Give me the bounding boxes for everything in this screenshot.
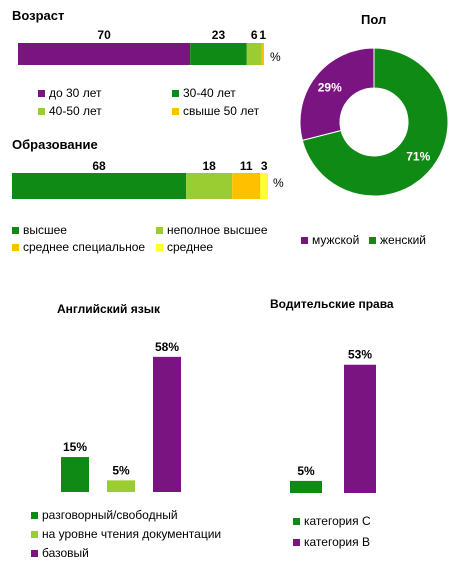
stacked-segment (190, 43, 247, 65)
legend-age-under30: до 30 лет (38, 86, 101, 100)
legend-edu-higher: высшее (12, 223, 67, 237)
education-unit-label: % (273, 176, 284, 190)
legend-age-40-50: 40-50 лет (38, 104, 102, 118)
stacked-segment (186, 173, 233, 199)
bar (290, 480, 322, 493)
legend-swatch (156, 226, 163, 234)
license-chart-title: Водительские права (270, 297, 394, 311)
stacked-segment (12, 173, 187, 199)
segment-value-label: 1 (259, 28, 266, 42)
education-chart-title: Образование (12, 137, 98, 152)
english-chart-title: Английский язык (57, 302, 160, 316)
legend-eng-basic: базовый (31, 546, 89, 560)
legend-eng-fluent: разговорный/свободный (31, 508, 178, 522)
legend-swatch (12, 243, 19, 251)
legend-edu-incomplete-higher: неполное высшее (156, 223, 268, 237)
stacked-segment (246, 43, 262, 65)
doughnut-slice (299, 47, 375, 142)
legend-swatch (38, 89, 45, 97)
legend-swatch (369, 236, 376, 244)
age-stacked-bar: 70 23 6 1 (18, 28, 266, 65)
legend-age-30-40: 30-40 лет (172, 86, 236, 100)
segment-value-label: 6 (251, 28, 258, 42)
legend-age-over50: свыше 50 лет (172, 104, 259, 118)
segment-value-label: 3 (261, 159, 268, 173)
bar (61, 457, 89, 492)
slice-value-label: 29% (318, 81, 342, 95)
segment-value-label: 68 (92, 159, 106, 173)
stacked-segment (260, 173, 268, 199)
doughnut-slice (301, 47, 449, 197)
segment-value-label: 11 (240, 159, 253, 173)
legend-license-c: категория С (293, 514, 371, 528)
legend-eng-reading: на уровне чтения документации (31, 527, 221, 541)
legend-swatch (293, 538, 300, 546)
gender-chart-title: Пол (361, 12, 387, 27)
legend-swatch (31, 511, 38, 519)
bar-value-label: 15% (63, 440, 87, 454)
english-bar-chart: 15% 5% 58% (61, 340, 181, 492)
legend-swatch (293, 517, 300, 525)
age-unit-label: % (270, 50, 281, 64)
legend-swatch (31, 530, 38, 538)
legend-swatch (172, 89, 179, 97)
legend-gender-male: мужской (301, 233, 359, 247)
bar-value-label: 53% (348, 348, 372, 362)
education-stacked-bar: 68 18 11 3 (12, 159, 268, 199)
bar (344, 364, 376, 493)
segment-value-label: 18 (202, 159, 216, 173)
stacked-segment (18, 43, 191, 65)
bar-value-label: 58% (155, 340, 179, 354)
gender-doughnut: 71% 29% (299, 47, 449, 197)
legend-swatch (156, 243, 163, 251)
legend-gender-female: женский (369, 233, 426, 247)
legend-swatch (12, 226, 19, 234)
bar-value-label: 5% (297, 464, 315, 478)
stacked-segment (232, 173, 261, 199)
segment-value-label: 70 (97, 28, 111, 42)
bar-value-label: 5% (112, 463, 130, 477)
slice-value-label: 71% (406, 149, 430, 163)
age-chart-title: Возраст (12, 8, 65, 23)
legend-license-b: категория В (293, 535, 370, 549)
stacked-segment (261, 43, 264, 65)
bar (107, 480, 135, 492)
legend-edu-secondary-special: среднее специальное (12, 240, 145, 254)
legend-swatch (38, 107, 45, 115)
legend-swatch (301, 236, 308, 244)
bar (153, 356, 181, 492)
legend-swatch (172, 107, 179, 115)
segment-value-label: 23 (212, 28, 226, 42)
license-bar-chart: 5% 53% (290, 348, 376, 493)
legend-swatch (31, 549, 38, 557)
legend-edu-secondary: среднее (156, 240, 213, 254)
